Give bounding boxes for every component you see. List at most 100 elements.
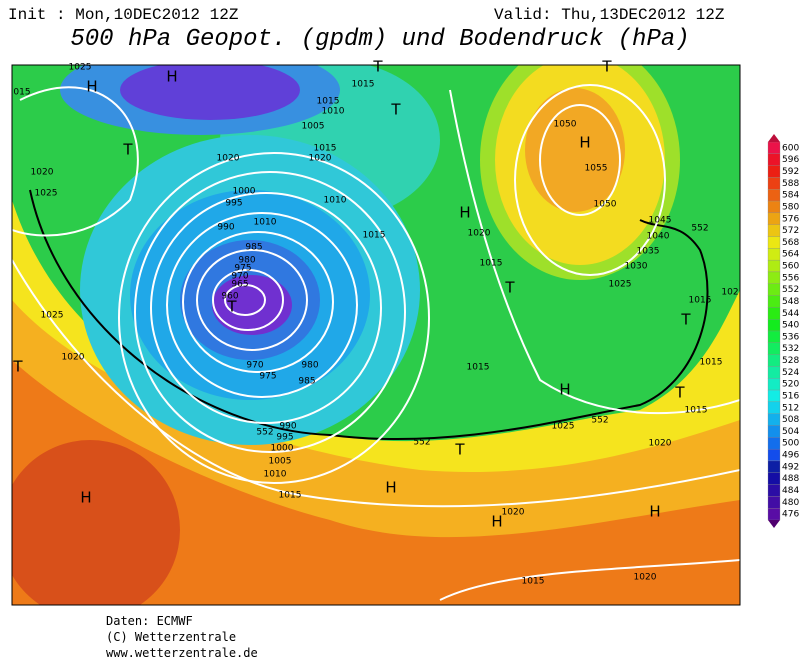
- pressure-center: H: [559, 381, 570, 399]
- legend-label: 560: [782, 262, 799, 272]
- legend-swatch: [767, 236, 781, 249]
- legend-label: 512: [782, 403, 799, 413]
- legend-label: 600: [782, 143, 799, 153]
- legend-swatch: [767, 401, 781, 414]
- legend-label: 504: [782, 427, 799, 437]
- pressure-center: T: [504, 279, 515, 297]
- isobar-label: 1015: [317, 97, 340, 107]
- legend-swatch: [767, 354, 781, 367]
- isobar-label: 1020: [309, 154, 332, 164]
- pressure-center: H: [166, 68, 177, 86]
- legend-label: 552: [782, 285, 799, 295]
- pressure-center: T: [372, 58, 383, 76]
- isobar-label: 1010: [322, 107, 345, 117]
- legend-label: 572: [782, 226, 799, 236]
- isobar-label: 1020: [502, 508, 525, 518]
- legend-swatch: [767, 295, 781, 308]
- isobar-label: 1020: [468, 229, 491, 239]
- legend-swatch: [767, 496, 781, 509]
- pressure-center: H: [649, 503, 660, 521]
- legend-label: 544: [782, 309, 799, 319]
- legend-label: 488: [782, 474, 799, 484]
- legend-label: 536: [782, 332, 799, 342]
- isobar-label: 1005: [269, 457, 292, 467]
- isobar-label: 985: [298, 377, 315, 387]
- isobar-label: 552: [691, 224, 708, 234]
- legend-swatch: [767, 342, 781, 355]
- legend-swatch: [767, 508, 781, 521]
- legend-swatch: [767, 177, 781, 190]
- isobar-label: 1010: [264, 470, 287, 480]
- isobar-label: 1015: [352, 80, 375, 90]
- isobar-label: 960: [221, 292, 238, 302]
- isobar-label: 552: [413, 438, 430, 448]
- isobar-label: 1005: [302, 122, 325, 132]
- legend-label: 492: [782, 462, 799, 472]
- isobar-label: 1055: [585, 164, 608, 174]
- isobar-label: 1025: [69, 63, 92, 73]
- footer-copyright: (C) Wetterzentrale: [106, 630, 237, 644]
- isobar-label: 1015: [685, 406, 708, 416]
- isobar-label: 1000: [271, 444, 294, 454]
- legend-swatch: [767, 460, 781, 473]
- isobar-label: 1050: [554, 120, 577, 130]
- pressure-center: T: [454, 441, 465, 459]
- legend-swatch: [767, 259, 781, 273]
- legend-label: 596: [782, 155, 799, 165]
- legend-swatch: [767, 200, 781, 214]
- legend-label: 576: [782, 214, 799, 224]
- isobar-label: 1020: [634, 573, 657, 583]
- map-frame: [11, 64, 741, 606]
- isobar-label: 1020: [217, 154, 240, 164]
- isobar-label: 1025: [35, 189, 58, 199]
- isobar-label: 995: [225, 199, 242, 209]
- legend-swatch: [767, 224, 781, 237]
- isobar-label: 970: [246, 361, 263, 371]
- legend-swatch: [767, 472, 781, 485]
- legend-label: 568: [782, 238, 799, 248]
- field: [12, 65, 740, 605]
- isobar-label: 1015: [700, 358, 723, 368]
- map-title: 500 hPa Geopot. (gpdm) und Bodendruck (h…: [70, 26, 690, 53]
- legend-swatch: [767, 389, 781, 403]
- legend-swatch: [767, 271, 781, 284]
- legend-label: 564: [782, 250, 799, 260]
- pressure-center: T: [122, 141, 133, 159]
- isobar-label: 1010: [324, 196, 347, 206]
- legend-label: 508: [782, 415, 799, 425]
- legend-swatch: [767, 165, 781, 178]
- isobar-label: 1020: [649, 439, 672, 449]
- isobar-label: 1050: [594, 200, 617, 210]
- isobar-label: 975: [234, 264, 251, 274]
- pressure-center: H: [86, 78, 97, 96]
- legend-label: 496: [782, 451, 799, 461]
- pressure-center: T: [390, 101, 401, 119]
- isobar-label: 1020: [62, 353, 85, 363]
- isobar-label: 552: [256, 428, 273, 438]
- isobar-label: 015: [13, 88, 30, 98]
- isobar-label: 1015: [467, 363, 490, 373]
- isobar-label: 1010: [254, 218, 277, 228]
- pressure-center: H: [459, 204, 470, 222]
- isobar-label: 1025: [41, 311, 64, 321]
- legend-swatch: [767, 366, 781, 379]
- legend-swatch: [767, 283, 781, 296]
- isobar-label: 1025: [609, 280, 632, 290]
- isobar-label: 990: [279, 422, 296, 432]
- pressure-center: T: [680, 311, 691, 329]
- legend-label: 484: [782, 486, 799, 496]
- pressure-center: T: [226, 298, 237, 316]
- isobar-label: 1035: [637, 247, 660, 257]
- isobar-label: 1000: [233, 187, 256, 197]
- pressure-center: T: [601, 58, 612, 76]
- pressure-center: H: [579, 134, 590, 152]
- isobar-label: 1015: [689, 296, 712, 306]
- legend-label: 580: [782, 202, 799, 212]
- legend-label: 476: [782, 510, 799, 520]
- isobar-label: 980: [301, 361, 318, 371]
- legend-label: 540: [782, 321, 799, 331]
- isobar-label: 975: [259, 372, 276, 382]
- pressure-center: T: [674, 384, 685, 402]
- isobar-label: 1025: [552, 422, 575, 432]
